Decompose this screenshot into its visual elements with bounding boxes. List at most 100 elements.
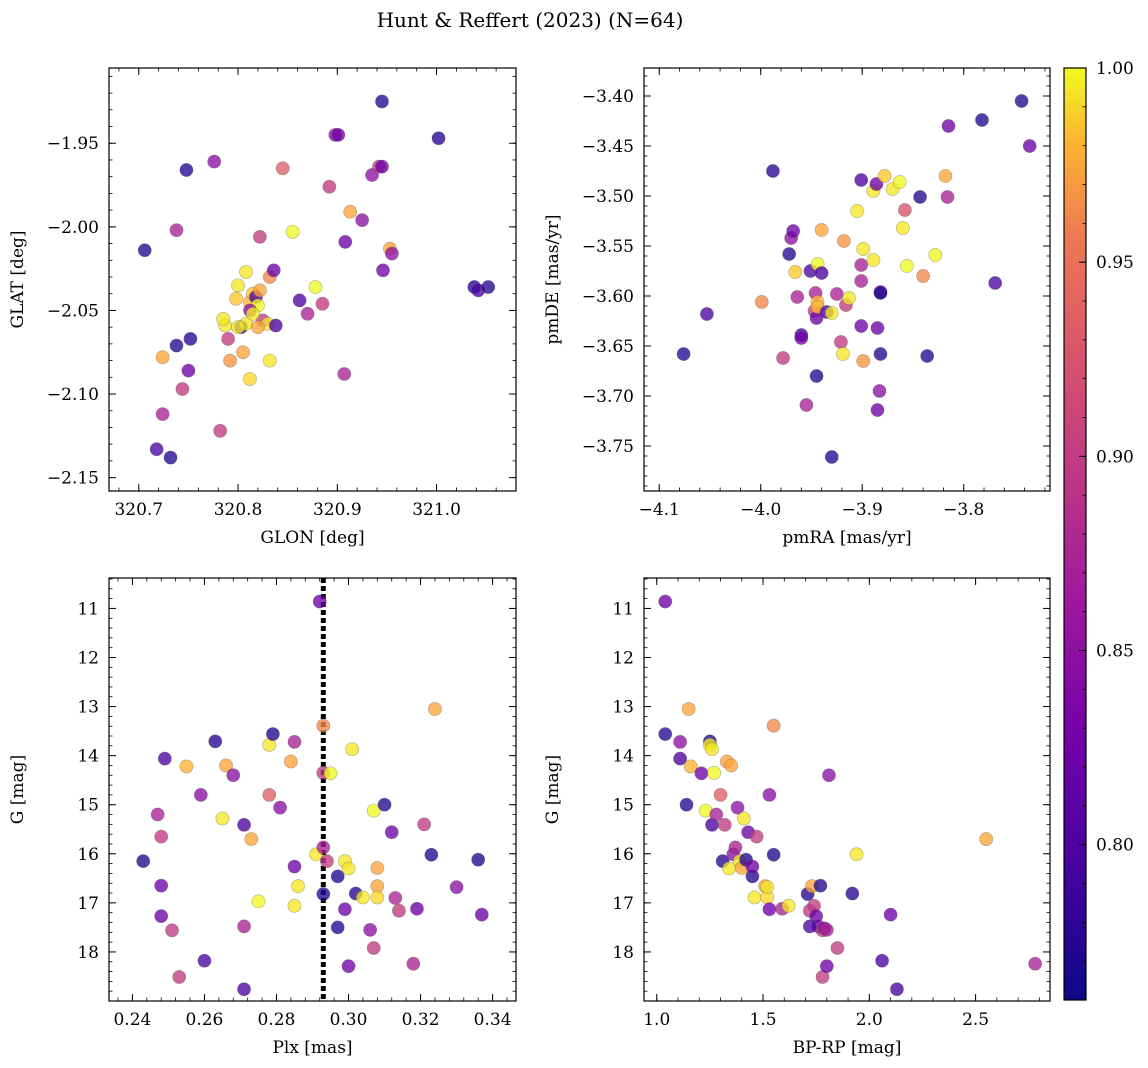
- data-point: [300, 306, 315, 321]
- x-axis-title: pmRA [mas/yr]: [782, 528, 911, 548]
- panel-pmra-pmde: −4.1 −4.0 −3.9 −3.8 −3.40 −3.45 −3.50 −3.55 −3.6…: [543, 67, 1051, 548]
- data-point: [854, 173, 869, 187]
- y-axis-title: pmDE [mas/yr]: [543, 214, 563, 344]
- data-point: [766, 164, 780, 178]
- colorbar-tick-label: 0.80: [1096, 836, 1134, 856]
- data-point: [345, 742, 360, 757]
- data-point: [231, 278, 245, 293]
- data-point: [213, 423, 228, 438]
- data-point: [766, 718, 781, 733]
- data-point: [266, 263, 281, 278]
- data-point: [330, 920, 345, 935]
- y-tick-label: 13: [77, 698, 99, 718]
- data-point: [754, 295, 769, 309]
- data-point: [172, 970, 187, 984]
- data-point: [760, 880, 775, 895]
- data-point: [331, 127, 346, 142]
- data-point: [809, 369, 824, 383]
- data-point: [287, 859, 302, 874]
- data-point: [268, 318, 283, 333]
- figure-title: Hunt & Reffert (2023) (N=64): [377, 8, 684, 32]
- data-point: [183, 331, 198, 346]
- data-point: [749, 829, 764, 844]
- data-point: [169, 338, 184, 353]
- data-point: [762, 787, 777, 802]
- data-point: [471, 852, 486, 867]
- y-axis-title: G [mag]: [543, 755, 563, 824]
- x-tick-label: 320.9: [313, 500, 362, 520]
- y-tick-label: −2.05: [47, 301, 99, 321]
- data-point: [244, 832, 259, 846]
- data-point: [842, 291, 856, 305]
- y-tick-label: −3.65: [582, 337, 634, 357]
- data-point: [229, 291, 243, 306]
- y-tick-label: 11: [612, 599, 634, 619]
- data-point: [737, 811, 751, 826]
- data-point: [193, 787, 208, 802]
- y-tick-label: 13: [612, 698, 634, 718]
- data-point: [181, 363, 196, 378]
- data-point: [799, 398, 814, 412]
- axes-frame: [643, 577, 1051, 1002]
- data-point: [312, 594, 327, 609]
- data-point: [849, 847, 864, 862]
- data-point: [724, 758, 739, 773]
- data-point: [920, 349, 935, 363]
- data-point: [207, 154, 222, 169]
- y-tick-label: 17: [612, 894, 634, 914]
- data-point: [895, 221, 910, 235]
- data-point: [776, 351, 790, 365]
- data-point: [273, 800, 287, 815]
- data-point: [251, 894, 266, 909]
- data-point: [155, 407, 170, 421]
- data-point: [824, 306, 839, 320]
- data-point: [337, 367, 352, 381]
- y-tick-label: −3.75: [582, 437, 634, 457]
- data-point: [941, 119, 956, 133]
- data-point: [481, 280, 496, 294]
- data-point: [163, 450, 178, 465]
- data-point: [928, 248, 943, 262]
- y-tick-label: 18: [612, 943, 634, 963]
- x-tick-label: 320.8: [214, 500, 263, 520]
- colorbar-tick-label: 0.90: [1096, 447, 1134, 467]
- data-point: [676, 347, 691, 361]
- scatter-points: [658, 594, 1043, 997]
- data-point: [694, 766, 709, 781]
- data-point: [149, 442, 164, 457]
- data-point: [179, 759, 194, 774]
- data-point: [979, 832, 994, 846]
- data-point: [766, 847, 781, 862]
- data-point: [322, 179, 337, 194]
- data-point: [226, 768, 241, 783]
- data-point: [745, 859, 760, 874]
- data-point: [814, 266, 829, 280]
- data-point: [175, 382, 190, 396]
- data-point: [834, 335, 848, 349]
- data-point: [870, 321, 885, 335]
- data-point: [700, 307, 714, 321]
- data-point: [406, 956, 421, 971]
- data-point: [136, 854, 151, 869]
- x-axis-title: BP-RP [mag]: [793, 1038, 902, 1058]
- data-point: [830, 941, 845, 955]
- x-tick-label: 320.7: [114, 500, 163, 520]
- x-tick-label: 0.34: [474, 1010, 512, 1030]
- y-tick-label: 14: [77, 747, 99, 767]
- data-point: [262, 787, 277, 802]
- data-point: [155, 350, 170, 365]
- data-point: [837, 234, 851, 248]
- x-tick-label: −3.8: [943, 500, 984, 520]
- data-point: [236, 345, 250, 360]
- data-point: [179, 163, 194, 177]
- data-point: [330, 869, 345, 884]
- data-point: [239, 265, 253, 279]
- data-point: [449, 880, 464, 895]
- panel-plx-g: 0.24 0.26 0.28 0.30 0.32 0.34 11 12 13 14 15 16 17 18…: [8, 577, 517, 1058]
- y-tick-label: −2.15: [47, 469, 99, 489]
- data-point: [819, 959, 834, 974]
- x-tick-label: 1.0: [643, 1010, 670, 1030]
- data-point: [658, 594, 673, 609]
- data-point: [341, 959, 356, 974]
- data-point: [431, 131, 446, 146]
